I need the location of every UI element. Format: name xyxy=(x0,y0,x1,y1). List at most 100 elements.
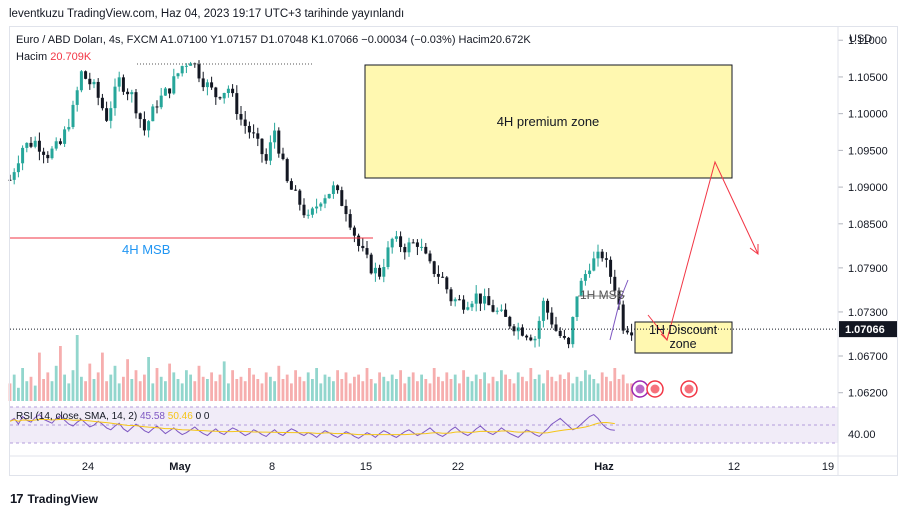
candle-body xyxy=(420,246,424,248)
volume-bar xyxy=(260,383,264,401)
candle-body xyxy=(260,138,264,155)
candle-body xyxy=(58,141,62,144)
arrow-head-icon xyxy=(749,244,759,255)
price-candles xyxy=(8,60,634,349)
volume-bar xyxy=(222,361,226,401)
volume-bar xyxy=(12,374,16,401)
volume-bar xyxy=(269,376,272,401)
candle-body xyxy=(630,332,634,336)
event-flag-icon-inner xyxy=(650,384,660,394)
candle-body xyxy=(138,113,142,120)
volume-bar xyxy=(42,379,45,401)
candle-body xyxy=(357,235,361,246)
candle-body xyxy=(25,142,29,148)
volume-bar xyxy=(218,374,222,401)
candle-body xyxy=(63,129,67,144)
candle-body xyxy=(184,65,188,67)
discount-zone-label: 1H Discount zone xyxy=(648,323,718,351)
volume-bar xyxy=(17,387,20,401)
candle-body xyxy=(323,198,327,204)
volume-bar xyxy=(399,370,402,401)
candle-body xyxy=(625,330,629,333)
last-price-text: 1.07066 xyxy=(845,324,885,336)
candle-body xyxy=(596,251,600,259)
volume-bar xyxy=(323,374,327,401)
volume-bar xyxy=(164,381,167,401)
volume-bar xyxy=(63,374,66,401)
volume-bar xyxy=(130,379,134,401)
volume-bar xyxy=(138,381,142,401)
rsi-sma-line xyxy=(9,418,615,436)
volume-bar xyxy=(25,381,29,401)
volume-bar xyxy=(252,374,255,401)
volume-bar xyxy=(143,374,146,401)
volume-bar xyxy=(248,368,251,401)
candle-body xyxy=(306,214,310,216)
y-tick-label: 1.06700 xyxy=(848,351,888,363)
volume-bar xyxy=(558,374,562,401)
candle-body xyxy=(407,242,411,253)
candle-body xyxy=(583,274,587,281)
last-price-tag xyxy=(839,321,897,338)
candle-body xyxy=(613,276,617,291)
volume-bar xyxy=(416,381,419,401)
rsi-level-label: 40.00 xyxy=(848,429,876,441)
volume-bar xyxy=(302,381,306,401)
y-tick-label: 1.08500 xyxy=(848,219,888,231)
candle-body xyxy=(84,71,88,79)
candle-body xyxy=(373,267,377,274)
x-tick-label: 19 xyxy=(822,461,834,473)
volume-bar xyxy=(8,383,12,401)
volume-bar xyxy=(609,381,612,401)
candle-body xyxy=(12,172,16,180)
volume-bar xyxy=(479,379,482,401)
volume-bar xyxy=(395,379,398,401)
volume-bar xyxy=(109,374,113,401)
volume-bar xyxy=(80,376,83,401)
candle-body xyxy=(315,206,319,209)
x-tick-label: 15 xyxy=(360,461,372,473)
volume-bar xyxy=(575,376,579,401)
volume-bar xyxy=(533,379,537,401)
volume-bar xyxy=(630,383,633,401)
symbol-legend: Euro / ABD Doları, 4s, FXCM A1.07100 Y1.… xyxy=(16,34,531,46)
candle-body xyxy=(105,108,109,121)
candle-body xyxy=(37,140,41,152)
volume-bar xyxy=(495,381,499,401)
volume-bar xyxy=(453,374,457,401)
volume-bar xyxy=(285,374,289,401)
y-tick-label: 1.10500 xyxy=(848,72,888,84)
candle-body xyxy=(529,337,533,341)
volume-bar xyxy=(168,363,171,401)
volume-bar xyxy=(159,376,163,401)
volume-bar xyxy=(243,381,247,401)
volume-bar xyxy=(147,357,150,401)
candle-body xyxy=(100,97,104,109)
candle-body xyxy=(210,82,214,88)
candle-body xyxy=(96,81,100,98)
candle-body xyxy=(302,204,306,216)
volume-bar xyxy=(487,383,491,401)
volume-bar xyxy=(306,372,310,401)
candle-body xyxy=(508,316,512,327)
candle-body xyxy=(445,277,449,290)
volume-bar xyxy=(214,381,218,401)
candle-body xyxy=(487,296,491,306)
volume-bar xyxy=(239,376,243,401)
candle-body xyxy=(453,299,457,302)
candle-body xyxy=(562,335,566,338)
candle-body xyxy=(151,106,155,122)
candle-body xyxy=(172,76,176,94)
chart-frame xyxy=(9,26,898,476)
candle-body xyxy=(201,78,205,88)
volume-bar xyxy=(176,379,180,401)
candle-body xyxy=(504,309,508,317)
candle-body xyxy=(130,92,134,95)
candle-body xyxy=(449,289,453,302)
candle-body xyxy=(600,251,604,259)
volume-bar xyxy=(336,370,339,401)
y-tick-label: 1.07900 xyxy=(848,263,888,275)
volume-bar xyxy=(151,383,155,401)
volume-bar xyxy=(29,376,33,401)
